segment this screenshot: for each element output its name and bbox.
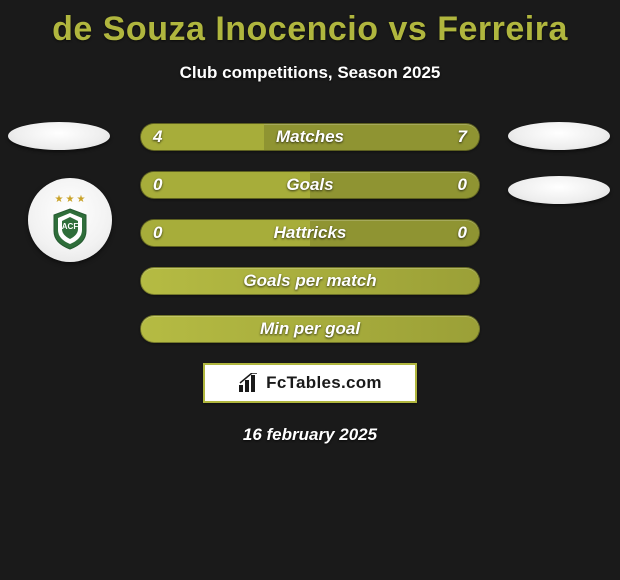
stat-row: Matches 4 7 bbox=[0, 123, 620, 151]
stat-value-left: 0 bbox=[153, 175, 162, 195]
stat-label: Matches bbox=[276, 127, 344, 147]
stat-bar: Goals 0 0 bbox=[140, 171, 480, 199]
stat-row: Goals per match bbox=[0, 267, 620, 295]
stat-label: Goals bbox=[286, 175, 333, 195]
stat-label: Min per goal bbox=[260, 319, 360, 339]
stat-bar: Min per goal bbox=[140, 315, 480, 343]
date-text: 16 february 2025 bbox=[0, 425, 620, 445]
stat-value-right: 7 bbox=[458, 127, 467, 147]
stat-label: Hattricks bbox=[274, 223, 347, 243]
bar-chart-icon bbox=[238, 373, 260, 393]
stat-value-left: 0 bbox=[153, 223, 162, 243]
stat-row: Goals 0 0 bbox=[0, 171, 620, 199]
stat-row: Min per goal bbox=[0, 315, 620, 343]
stat-bar-left-fill bbox=[141, 172, 310, 198]
stats-container: Matches 4 7 Goals 0 0 Hattricks 0 0 Goals per mat… bbox=[0, 123, 620, 343]
stat-bar: Matches 4 7 bbox=[140, 123, 480, 151]
stat-bar: Hattricks 0 0 bbox=[140, 219, 480, 247]
brand-box: FcTables.com bbox=[203, 363, 417, 403]
page-title: de Souza Inocencio vs Ferreira bbox=[0, 0, 620, 49]
brand-text: FcTables.com bbox=[266, 373, 382, 393]
subtitle: Club competitions, Season 2025 bbox=[0, 63, 620, 83]
stat-bar: Goals per match bbox=[140, 267, 480, 295]
stat-row: Hattricks 0 0 bbox=[0, 219, 620, 247]
stat-value-left: 4 bbox=[153, 127, 162, 147]
stat-value-right: 0 bbox=[458, 175, 467, 195]
stat-label: Goals per match bbox=[243, 271, 376, 291]
stat-value-right: 0 bbox=[458, 223, 467, 243]
